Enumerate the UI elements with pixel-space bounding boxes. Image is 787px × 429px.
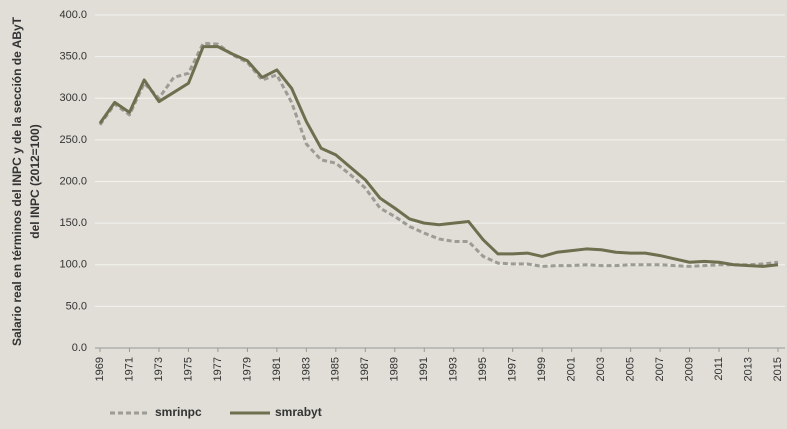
- x-tick-label: 1969: [94, 357, 106, 381]
- y-tick-label: 350.0: [59, 51, 87, 63]
- y-tick-label: 50.0: [66, 300, 87, 312]
- legend-label: smrinpc: [155, 405, 202, 419]
- x-tick-label: 1995: [477, 357, 489, 381]
- x-tick-label: 2011: [713, 357, 725, 381]
- x-tick-label: 2007: [654, 357, 666, 381]
- x-tick-label: 1991: [418, 357, 430, 381]
- y-tick-label: 150.0: [59, 217, 87, 229]
- y-axis-label: Salario real en términos del INPC y de l…: [10, 16, 24, 346]
- x-tick-label: 2009: [683, 357, 695, 381]
- y-tick-label: 200.0: [59, 175, 87, 187]
- x-tick-label: 1993: [448, 357, 460, 381]
- x-tick-label: 2013: [742, 357, 754, 381]
- y-axis-label: del INPC (2012=100): [28, 124, 42, 238]
- x-tick-label: 1981: [271, 357, 283, 381]
- x-tick-label: 2005: [625, 357, 637, 381]
- x-tick-label: 2003: [595, 357, 607, 381]
- x-tick-label: 1977: [212, 357, 224, 381]
- x-tick-label: 1997: [507, 357, 519, 381]
- y-tick-label: 250.0: [59, 134, 87, 146]
- x-tick-label: 1979: [241, 357, 253, 381]
- x-tick-label: 1973: [153, 357, 165, 381]
- legend-label: smrabyt: [275, 405, 322, 419]
- series-line: [98, 41, 779, 268]
- x-tick-label: 1971: [123, 357, 135, 381]
- series-line: [98, 45, 779, 268]
- y-tick-label: 400.0: [59, 9, 87, 21]
- y-tick-label: 300.0: [59, 92, 87, 104]
- x-tick-label: 1989: [389, 357, 401, 381]
- y-tick-label: 0.0: [72, 342, 87, 354]
- x-tick-label: 1999: [536, 357, 548, 381]
- x-tick-label: 2001: [566, 357, 578, 381]
- x-tick-label: 2015: [772, 357, 784, 381]
- x-tick-label: 1975: [182, 357, 194, 381]
- y-tick-label: 100.0: [59, 259, 87, 271]
- x-tick-label: 1987: [359, 357, 371, 381]
- x-tick-label: 1983: [300, 357, 312, 381]
- x-tick-label: 1985: [330, 357, 342, 381]
